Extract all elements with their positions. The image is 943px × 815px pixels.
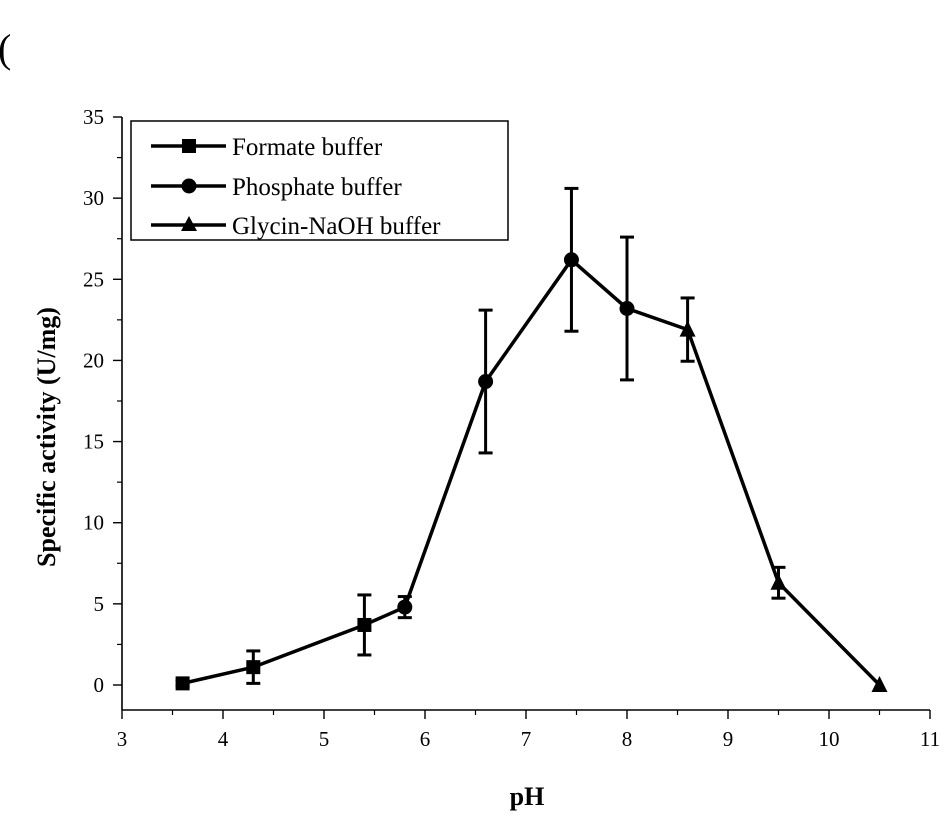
series-layer: [175, 186, 888, 692]
legend-label-formate: Formate buffer: [232, 134, 383, 161]
data-point-circle: [563, 252, 579, 268]
legend-label-phosphate: Phosphate buffer: [232, 174, 402, 201]
legend-marker-triangle: [181, 216, 197, 231]
x-tick-label: 3: [117, 727, 128, 751]
legend: Formate buffer Phosphate buffer Glycin-N…: [130, 120, 509, 241]
y-tick-label: 35: [83, 105, 104, 129]
y-tick-label: 25: [83, 267, 104, 291]
data-point-square: [246, 660, 261, 675]
ticks: 3 4 5 6 7 8 9 10 11 0 5 10 15 20 25 30 35: [83, 105, 940, 751]
legend-marker-circle: [181, 178, 197, 194]
legend-item-formate: Formate buffer: [151, 134, 383, 161]
y-tick-label: 15: [83, 430, 104, 454]
corner-mark: (: [0, 26, 11, 71]
data-point-circle: [478, 374, 494, 390]
legend-item-phosphate: Phosphate buffer: [151, 174, 402, 201]
data-point-square: [357, 617, 372, 632]
y-tick-label: 0: [94, 673, 105, 697]
x-tick-label: 8: [622, 727, 633, 751]
x-tick-label: 7: [521, 727, 532, 751]
x-tick-label: 5: [319, 727, 330, 751]
x-tick-label: 4: [218, 727, 229, 751]
y-tick-label: 20: [83, 348, 104, 372]
x-tick-label: 11: [920, 727, 940, 751]
x-tick-label: 9: [723, 727, 734, 751]
data-point-square: [175, 676, 190, 691]
legend-marker-square: [182, 139, 196, 153]
x-axis-title: pH: [510, 782, 545, 811]
data-point-triangle: [679, 320, 696, 337]
data-point-triangle: [871, 676, 888, 692]
x-tick-label: 10: [819, 727, 840, 751]
y-tick-label: 10: [83, 511, 104, 535]
series-line: [182, 258, 881, 687]
y-tick-label: 5: [94, 592, 105, 616]
data-point-circle: [397, 599, 413, 615]
legend-label-glycin: Glycin-NaOH buffer: [232, 213, 441, 240]
data-point-circle: [619, 300, 635, 316]
y-axis-title: Specific activity (U/mg): [32, 307, 61, 567]
legend-item-glycin: Glycin-NaOH buffer: [151, 213, 441, 240]
y-tick-label: 30: [83, 186, 104, 210]
data-point-triangle: [770, 573, 787, 590]
x-tick-label: 6: [420, 727, 431, 751]
